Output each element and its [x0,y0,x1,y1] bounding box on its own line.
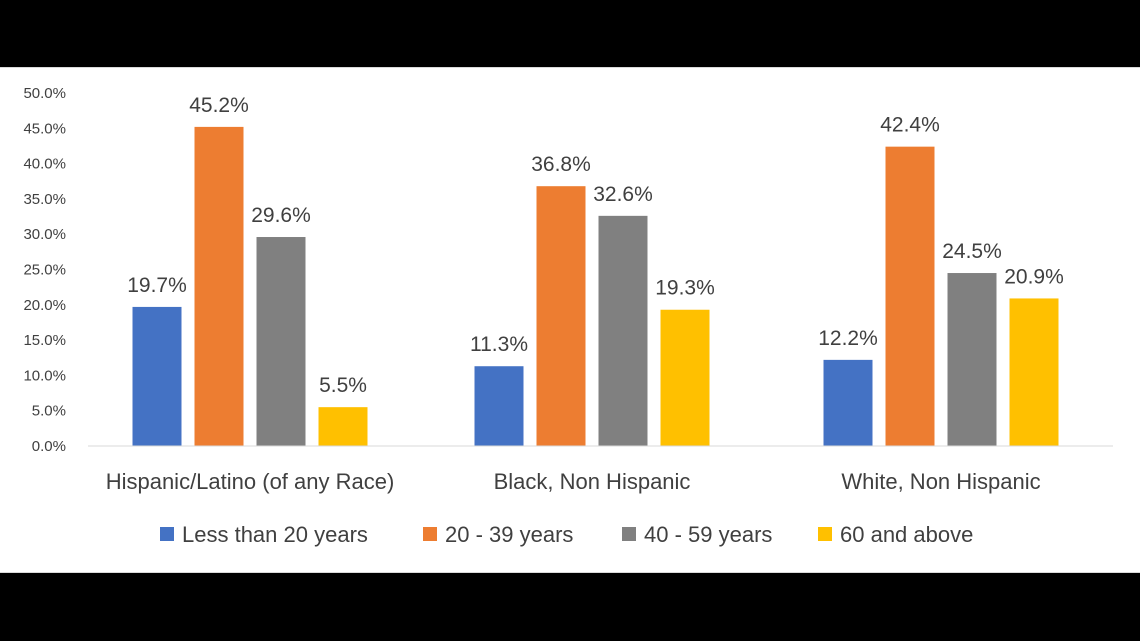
y-tick-label: 50.0% [23,85,66,102]
legend: Less than 20 years 20 - 39 years 40 - 59 y… [160,522,973,547]
bar [256,237,306,446]
legend-label: 20 - 39 years [445,522,573,547]
y-tick-label: 10.0% [23,367,66,384]
data-labels: 19.7% 11.3% 12.2% 45.2% 36.8% 42.4% 29.6% 32.6%… [127,94,1064,397]
bars [132,126,1059,446]
y-tick-label: 15.0% [23,332,66,349]
data-label: 12.2% [818,327,878,350]
legend-swatch [423,527,437,541]
y-axis: 0.0% 5.0% 10.0% 15.0% 20.0% 25.0% 30.0% 35.0% 40… [23,85,66,455]
bar [536,186,586,446]
data-label: 29.6% [251,204,311,227]
bar [885,146,935,446]
legend-swatch [622,527,636,541]
legend-label: Less than 20 years [182,522,368,547]
legend-swatch [818,527,832,541]
data-label: 11.3% [470,333,528,356]
data-label: 36.8% [531,153,591,176]
data-label: 32.6% [593,183,653,206]
data-label: 5.5% [319,374,367,397]
y-tick-label: 35.0% [23,191,66,208]
bar [660,309,710,446]
data-label: 20.9% [1004,265,1064,288]
bar [132,306,182,446]
bar [194,126,244,446]
y-tick-label: 20.0% [23,297,66,314]
bar [1009,298,1059,446]
y-tick-label: 30.0% [23,226,66,243]
legend-swatch [160,527,174,541]
x-category-label: Black, Non Hispanic [494,469,691,494]
bar [474,366,524,446]
x-category-label: Hispanic/Latino (of any Race) [106,469,395,494]
legend-label: 40 - 59 years [644,522,772,547]
bar [318,407,368,446]
y-tick-label: 45.0% [23,120,66,137]
y-tick-label: 40.0% [23,156,66,173]
x-axis: Hispanic/Latino (of any Race) Black, Non … [106,469,1041,494]
legend-label: 60 and above [840,522,973,547]
data-label: 19.7% [127,274,187,297]
y-tick-label: 5.0% [32,403,66,420]
bar [823,359,873,446]
chart-panel: 0.0% 5.0% 10.0% 15.0% 20.0% 25.0% 30.0% 35.0% 40… [0,67,1140,573]
x-category-label: White, Non Hispanic [841,469,1040,494]
data-label: 24.5% [942,240,1002,263]
bar [598,215,648,446]
bar [947,273,997,446]
y-tick-label: 25.0% [23,262,66,279]
data-label: 42.4% [880,114,940,137]
bar-chart: 0.0% 5.0% 10.0% 15.0% 20.0% 25.0% 30.0% 35.0% 40… [23,85,1113,547]
data-label: 19.3% [655,277,715,300]
y-tick-label: 0.0% [32,438,66,455]
data-label: 45.2% [189,94,249,117]
